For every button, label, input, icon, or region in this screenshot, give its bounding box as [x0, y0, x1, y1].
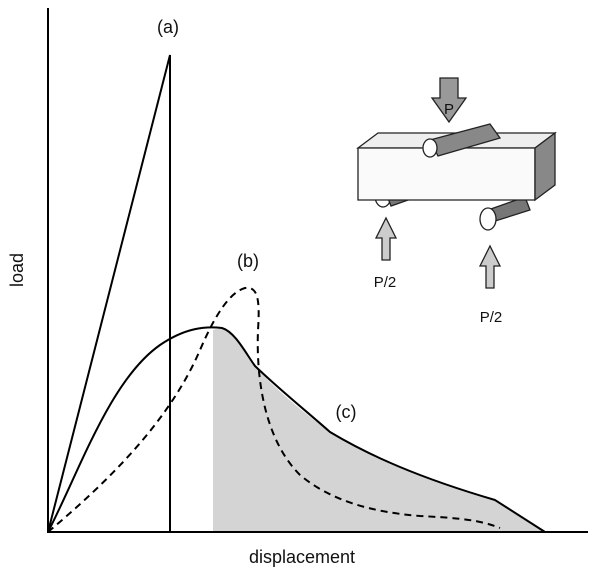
y-axis-title: load [7, 253, 27, 287]
reaction-label: P/2 [480, 309, 503, 326]
curve-label: (a) [157, 17, 179, 37]
curve-label: (c) [336, 402, 357, 422]
three-point-bending [356, 77, 557, 289]
x-axis-title: displacement [249, 547, 355, 567]
curve-label: (b) [237, 251, 259, 271]
reaction-label: P/2 [374, 274, 397, 291]
curve-c [47, 326, 546, 533]
energy-area [213, 328, 545, 532]
load-label: P [444, 101, 454, 118]
curve-a [47, 54, 171, 533]
